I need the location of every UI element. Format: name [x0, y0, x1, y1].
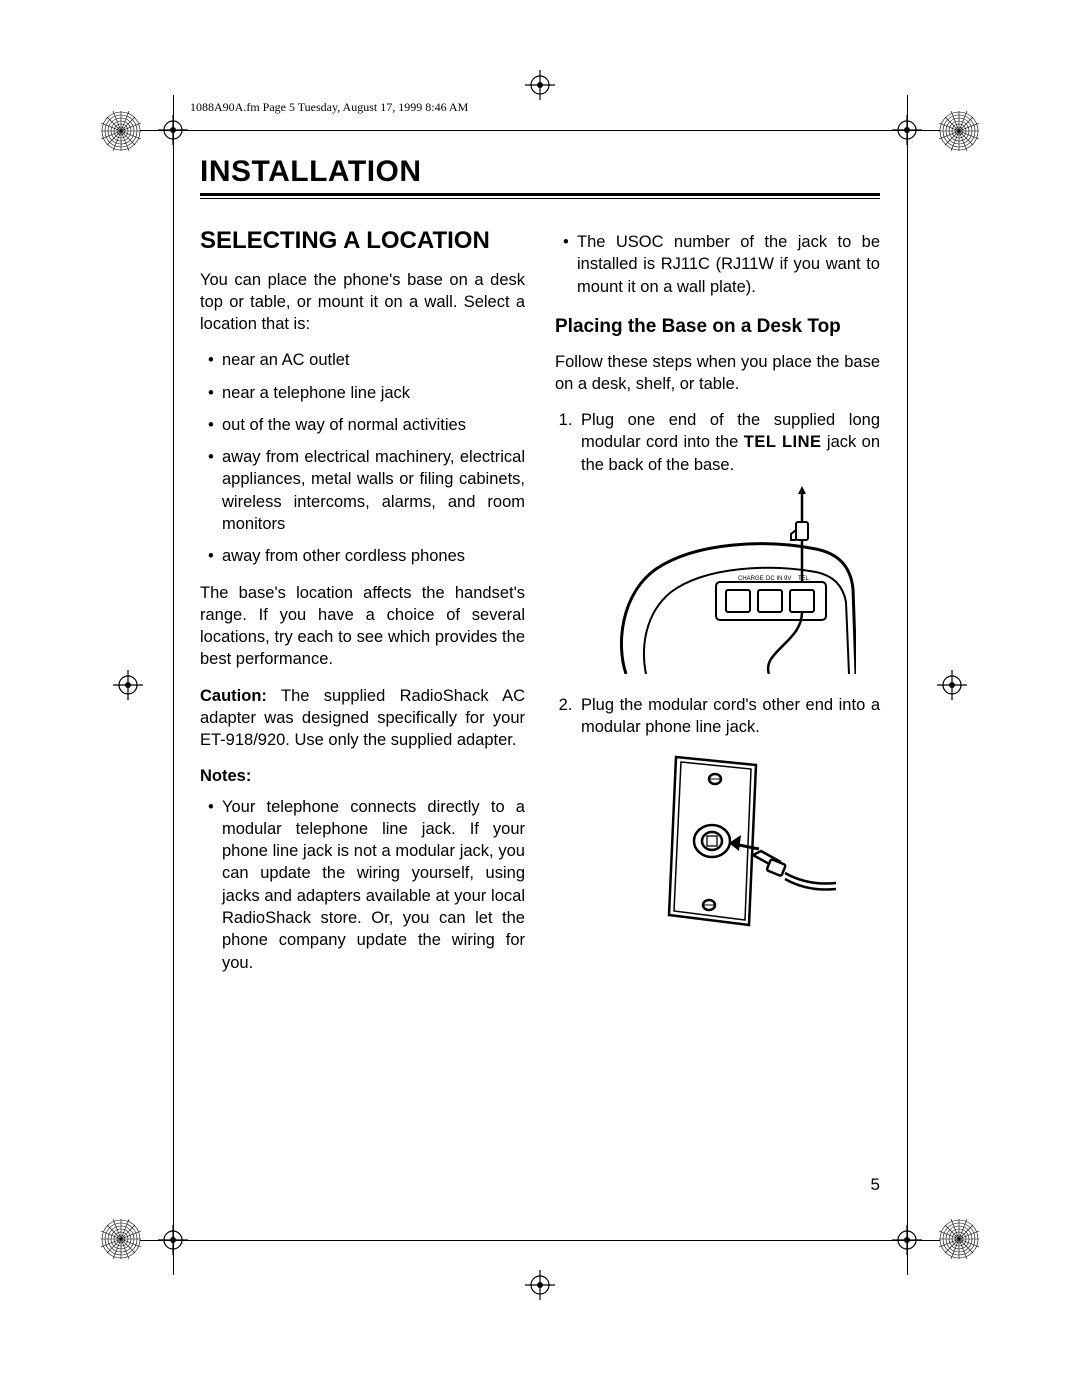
bullet-5: away from other cordless phones — [200, 545, 525, 567]
reg-mark-mr — [937, 670, 967, 700]
note-1: Your telephone connects directly to a mo… — [200, 796, 525, 974]
radial-tr — [938, 110, 980, 152]
notes-label: Notes: — [200, 765, 525, 787]
radial-bl — [100, 1218, 142, 1260]
figure-wall-jack — [581, 747, 880, 943]
bullet-3: out of the way of normal activities — [200, 414, 525, 436]
step1-b: TEL LINE — [744, 433, 822, 451]
sub-intro: Follow these steps when you place the ba… — [555, 351, 880, 396]
step-2: Plug the modular cord's other end into a… — [577, 694, 880, 943]
subsection-title: Placing the Base on a Desk Top — [555, 316, 880, 339]
step2-text: Plug the modular cord's other end into a… — [581, 696, 880, 736]
reg-mark-ml — [113, 670, 143, 700]
rule-thin — [200, 198, 880, 199]
chapter-title: INSTALLATION — [200, 155, 880, 189]
bullet-2: near a telephone line jack — [200, 382, 525, 404]
left-reg-line — [173, 95, 174, 1275]
note-2: The USOC number of the jack to be instal… — [555, 231, 880, 298]
bottom-reg-line — [140, 1240, 940, 1241]
reg-mark-tm — [525, 70, 555, 100]
page-number: 5 — [871, 1175, 880, 1195]
bullet-4: away from electrical machinery, electric… — [200, 446, 525, 535]
reg-mark-tl-inner — [158, 115, 188, 145]
page-content: 1088A90A.fm Page 5 Tuesday, August 17, 1… — [200, 100, 880, 988]
left-column: SELECTING A LOCATION You can place the p… — [200, 227, 525, 988]
steps-list: Plug one end of the supplied long modula… — [555, 409, 880, 943]
right-reg-line — [907, 95, 908, 1275]
reg-mark-bl-inner — [158, 1225, 188, 1255]
intro-para: You can place the phone's base on a desk… — [200, 269, 525, 336]
rule-thick — [200, 193, 880, 196]
radial-tl — [100, 110, 142, 152]
notes-list-right: The USOC number of the jack to be instal… — [555, 231, 880, 298]
reg-mark-tr-inner — [892, 115, 922, 145]
reg-mark-bm — [525, 1270, 555, 1300]
step-1: Plug one end of the supplied long modula… — [577, 409, 880, 680]
right-column: The USOC number of the jack to be instal… — [555, 227, 880, 988]
svg-text:CHARGE: CHARGE — [738, 576, 764, 582]
figure-base-jack: CHARGE DC IN 9V TEL — [581, 484, 880, 680]
caution-label: Caution: — [200, 687, 267, 705]
range-para: The base's location affects the handset'… — [200, 582, 525, 671]
location-bullets: near an AC outlet near a telephone line … — [200, 349, 525, 567]
caution-para: Caution: The supplied RadioShack AC adap… — [200, 685, 525, 752]
two-columns: SELECTING A LOCATION You can place the p… — [200, 227, 880, 988]
notes-list-left: Your telephone connects directly to a mo… — [200, 796, 525, 974]
header-meta: 1088A90A.fm Page 5 Tuesday, August 17, 1… — [190, 100, 880, 115]
bullet-1: near an AC outlet — [200, 349, 525, 371]
radial-br — [938, 1218, 980, 1260]
reg-mark-br-inner — [892, 1225, 922, 1255]
notes-label-text: Notes: — [200, 767, 251, 785]
svg-text:DC IN 9V: DC IN 9V — [766, 576, 791, 582]
section-title: SELECTING A LOCATION — [200, 227, 525, 255]
svg-text:TEL: TEL — [798, 576, 810, 582]
